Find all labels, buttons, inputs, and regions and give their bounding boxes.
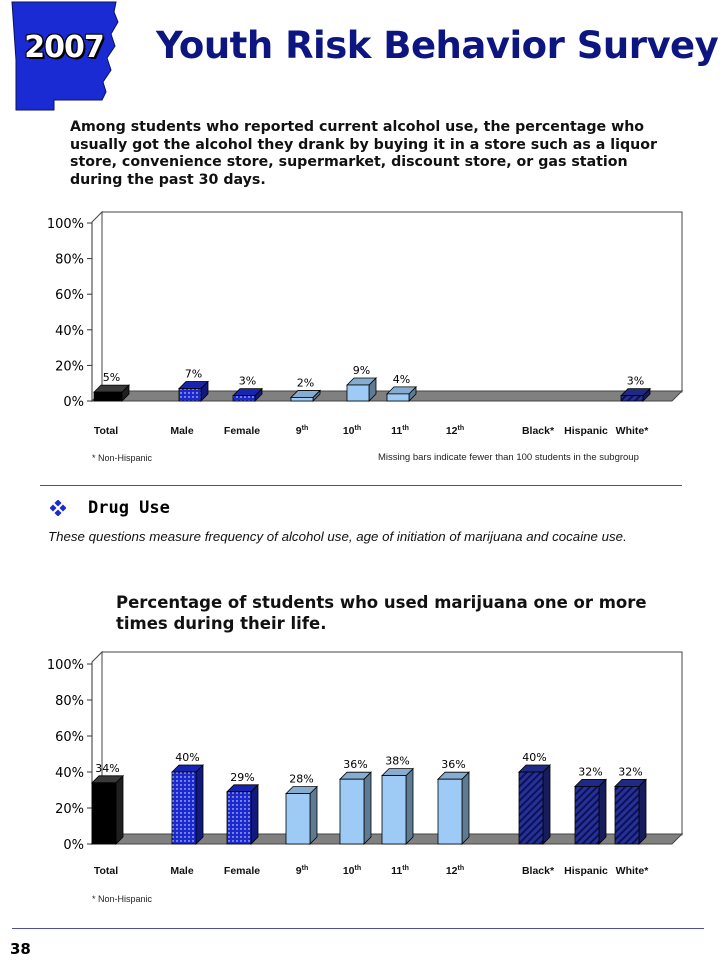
page-number: 38	[10, 940, 31, 958]
chart1-footnote-missing-bars: Missing bars indicate fewer than 100 stu…	[378, 452, 639, 463]
y-tick-label: 60%	[55, 288, 84, 303]
chart2-footnote-non-hispanic: * Non-Hispanic	[92, 894, 153, 904]
marijuana-lifetime-chart: 0% 20% 40% 60% 80% 100% 34% 40% 29% 28% 36% 38% 36% 4…	[47, 650, 684, 877]
y-tick-label: 60%	[55, 730, 84, 745]
bar-male	[171, 764, 204, 845]
data-label: 40%	[522, 751, 546, 764]
data-label: 32%	[618, 765, 642, 778]
y-tick-label: 0%	[63, 838, 84, 853]
y-tick-label: 20%	[55, 359, 84, 374]
y-tick-label: 80%	[55, 694, 84, 709]
footer-divider	[12, 928, 704, 929]
category-label: Male	[170, 425, 194, 437]
bar-female	[232, 387, 263, 402]
section-divider	[40, 485, 682, 486]
section-description: These questions measure frequency of alc…	[48, 529, 627, 544]
category-label: Female	[224, 425, 260, 437]
y-tick-label: 40%	[55, 766, 84, 781]
bar-black	[518, 764, 551, 845]
data-label: 2%	[297, 376, 314, 389]
y-tick-label: 80%	[55, 253, 84, 268]
bar-total	[91, 774, 124, 845]
bar-9	[285, 785, 318, 845]
bar-11	[381, 767, 414, 845]
bar-white	[614, 778, 647, 845]
category-label: Female	[224, 865, 260, 877]
plot-back-wall	[101, 211, 683, 393]
bar-12	[437, 771, 470, 845]
plot-side-wall	[91, 210, 103, 403]
chart1-footnote-non-hispanic: * Non-Hispanic	[92, 453, 153, 463]
alcohol-purchase-chart: 0% 20% 40% 60% 80% 100% 5% 7% 3% 2% 9% 4% 3% Total Mal…	[47, 210, 684, 437]
y-tick-label: 100%	[47, 658, 84, 673]
category-label: 11th	[391, 865, 409, 877]
diamond-bullet-icon	[50, 500, 66, 516]
bar-10	[339, 771, 372, 845]
chart1-caption: Among students who reported current alco…	[70, 119, 657, 188]
data-label: 34%	[95, 762, 119, 775]
category-label: 11th	[391, 425, 409, 437]
survey-year: 2007	[24, 30, 105, 65]
category-label: White*	[616, 425, 650, 437]
category-label: Hispanic	[564, 425, 608, 437]
bar-white	[620, 387, 651, 402]
data-label: 9%	[353, 364, 370, 377]
y-tick-label: 0%	[63, 395, 84, 410]
category-label: Hispanic	[564, 865, 608, 877]
category-label: Black*	[522, 865, 555, 877]
bar-9	[290, 389, 321, 402]
data-label: 3%	[239, 375, 256, 388]
bar-11	[386, 385, 417, 402]
category-label: White*	[616, 865, 650, 877]
page-title: Youth Risk Behavior Survey	[156, 24, 719, 67]
category-label: 12th	[446, 865, 464, 877]
bar-male	[178, 380, 209, 402]
bar-hispanic	[574, 778, 607, 845]
category-label: Total	[94, 865, 118, 877]
category-label: Total	[94, 425, 118, 437]
data-label: 40%	[175, 751, 199, 764]
y-tick-label: 40%	[55, 324, 84, 339]
category-label: Male	[170, 865, 194, 877]
section-heading: Drug Use	[88, 498, 170, 518]
y-tick-label: 20%	[55, 802, 84, 817]
category-label: 10th	[343, 425, 361, 437]
category-label: 12th	[446, 425, 464, 437]
data-label: 38%	[385, 755, 409, 768]
data-label: 36%	[441, 758, 465, 771]
chart2-caption: Percentage of students who used marijuan…	[116, 593, 647, 634]
category-label: 10th	[343, 865, 361, 877]
data-label: 28%	[289, 773, 313, 786]
data-label: 4%	[393, 373, 410, 386]
data-label: 5%	[103, 371, 120, 384]
y-tick-label: 100%	[47, 217, 84, 232]
bar-10	[346, 377, 377, 402]
data-label: 36%	[343, 758, 367, 771]
arkansas-state-logo	[11, 1, 119, 111]
data-label: 32%	[578, 765, 602, 778]
category-label: Black*	[522, 425, 555, 437]
data-label: 7%	[185, 368, 202, 381]
bar-total	[93, 384, 130, 402]
category-label: 9th	[296, 865, 308, 877]
data-label: 3%	[627, 375, 644, 388]
bar-female	[226, 783, 259, 845]
data-label: 29%	[230, 771, 254, 784]
category-label: 9th	[296, 425, 308, 437]
